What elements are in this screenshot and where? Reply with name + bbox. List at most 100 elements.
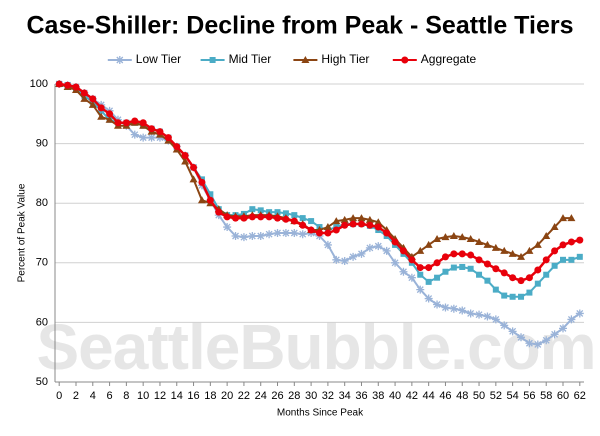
data-point: [475, 237, 484, 245]
data-point: [55, 80, 63, 88]
data-point: [374, 223, 382, 231]
data-point: [274, 209, 281, 216]
data-point: [181, 157, 190, 165]
x-axis-label: Months Since Peak: [277, 408, 364, 419]
x-tick-label: 46: [439, 390, 451, 402]
data-point: [164, 134, 172, 142]
legend-marker: [115, 56, 124, 64]
data-point: [560, 256, 567, 263]
data-point: [64, 81, 72, 89]
data-point: [365, 243, 374, 252]
y-tick-label: 50: [36, 376, 48, 388]
y-tick-label: 90: [36, 138, 48, 150]
data-point: [449, 231, 458, 239]
x-tick-label: 12: [154, 390, 166, 402]
chart-title: Case-Shiller: Decline from Peak - Seattl…: [27, 12, 574, 40]
data-point: [249, 206, 256, 213]
data-point: [374, 218, 383, 226]
x-tick-label: 40: [389, 390, 401, 402]
legend-label: Aggregate: [421, 52, 477, 66]
data-point: [131, 117, 139, 125]
data-point: [232, 214, 240, 222]
data-point: [308, 218, 315, 225]
data-point: [340, 257, 349, 266]
data-point: [567, 214, 576, 222]
x-tick-label: 42: [406, 390, 418, 402]
data-point: [424, 240, 433, 248]
x-tick-label: 48: [456, 390, 468, 402]
x-tick-label: 62: [574, 390, 586, 402]
data-point: [223, 223, 232, 232]
data-point: [273, 229, 282, 237]
data-point: [475, 256, 483, 264]
data-point: [281, 229, 290, 237]
data-point: [550, 223, 559, 231]
data-point: [399, 247, 407, 255]
data-point: [517, 277, 525, 285]
data-point: [80, 89, 88, 97]
data-point: [508, 249, 517, 257]
x-tick-label: 60: [557, 390, 569, 402]
data-point: [559, 214, 568, 222]
data-point: [542, 336, 551, 345]
data-point: [492, 286, 499, 293]
x-tick-label: 18: [204, 390, 216, 402]
data-point: [106, 110, 114, 118]
data-point: [349, 220, 357, 228]
data-point: [441, 253, 449, 261]
data-point: [265, 230, 274, 239]
data-point: [248, 213, 256, 221]
data-point: [525, 246, 534, 254]
data-point: [424, 294, 433, 303]
data-point: [332, 255, 341, 264]
data-point: [357, 249, 366, 258]
data-point: [500, 246, 509, 254]
data-point: [533, 340, 542, 349]
data-point: [349, 214, 358, 222]
data-point: [459, 263, 466, 270]
data-point: [265, 213, 273, 221]
data-point: [332, 226, 340, 234]
data-point: [122, 119, 130, 127]
data-point: [551, 262, 558, 269]
data-point: [517, 333, 526, 342]
data-point: [332, 217, 341, 225]
x-tick-label: 16: [187, 390, 199, 402]
data-point: [374, 242, 383, 251]
x-tick-label: 8: [123, 390, 129, 402]
data-point: [491, 243, 500, 251]
data-point: [450, 250, 458, 258]
data-point: [449, 304, 458, 313]
data-point: [316, 229, 323, 237]
x-tick-label: 34: [339, 390, 351, 402]
data-point: [483, 312, 492, 321]
data-point: [206, 196, 214, 204]
data-point: [500, 269, 508, 277]
data-point: [298, 230, 307, 239]
legend-label: Low Tier: [136, 52, 181, 66]
data-point: [542, 256, 550, 264]
data-point: [324, 229, 332, 237]
data-point: [190, 163, 198, 171]
data-point: [105, 115, 114, 123]
y-tick-label: 70: [36, 257, 48, 269]
data-point: [576, 253, 583, 260]
data-point: [491, 315, 500, 324]
data-point: [299, 215, 306, 222]
x-tick-label: 50: [473, 390, 485, 402]
data-point: [366, 221, 374, 229]
data-point: [509, 293, 516, 300]
data-point: [466, 309, 475, 318]
data-point: [458, 306, 467, 315]
data-point: [501, 292, 508, 299]
data-point: [483, 240, 492, 248]
data-point: [441, 233, 450, 241]
data-point: [231, 231, 240, 240]
data-point: [391, 258, 400, 267]
x-tick-label: 30: [305, 390, 317, 402]
data-point: [349, 252, 358, 261]
data-point: [80, 94, 89, 102]
data-point: [72, 83, 80, 91]
data-point: [416, 246, 425, 254]
data-point: [433, 300, 442, 309]
